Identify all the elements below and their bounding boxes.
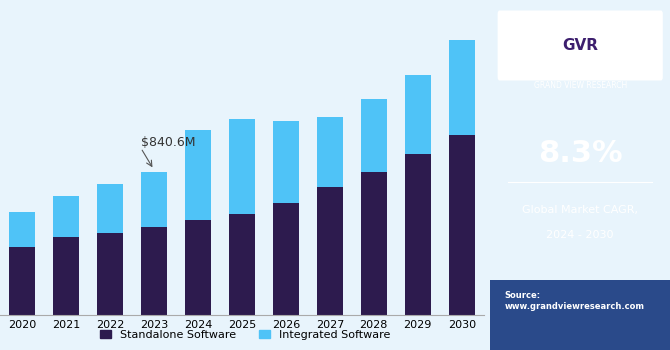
- Bar: [53, 196, 79, 237]
- Bar: [405, 154, 431, 315]
- Bar: [317, 117, 343, 187]
- Text: 8.3%: 8.3%: [538, 140, 622, 168]
- Text: $840.6M: $840.6M: [141, 135, 195, 149]
- Text: GRAND VIEW RESEARCH: GRAND VIEW RESEARCH: [533, 81, 627, 90]
- Bar: [228, 119, 255, 214]
- Bar: [405, 75, 431, 154]
- Bar: [360, 99, 387, 172]
- Bar: [273, 203, 299, 315]
- FancyBboxPatch shape: [490, 280, 670, 350]
- Bar: [9, 212, 36, 247]
- Bar: [96, 232, 123, 315]
- Bar: [185, 220, 211, 315]
- Bar: [96, 184, 123, 232]
- Text: Source:
www.grandviewresearch.com: Source: www.grandviewresearch.com: [505, 291, 645, 311]
- Bar: [360, 172, 387, 315]
- Bar: [228, 214, 255, 315]
- Legend: Standalone Software, Integrated Software: Standalone Software, Integrated Software: [96, 326, 395, 344]
- Text: Global Market CAGR,: Global Market CAGR,: [522, 205, 639, 215]
- Text: 2024 - 2030: 2024 - 2030: [547, 230, 614, 239]
- Text: GVR: GVR: [562, 38, 598, 53]
- Bar: [9, 247, 36, 315]
- Bar: [273, 121, 299, 203]
- Bar: [317, 187, 343, 315]
- Bar: [448, 135, 475, 315]
- Bar: [185, 130, 211, 220]
- Bar: [141, 172, 167, 227]
- FancyBboxPatch shape: [498, 10, 663, 80]
- Bar: [448, 40, 475, 135]
- Bar: [141, 227, 167, 315]
- Bar: [53, 237, 79, 315]
